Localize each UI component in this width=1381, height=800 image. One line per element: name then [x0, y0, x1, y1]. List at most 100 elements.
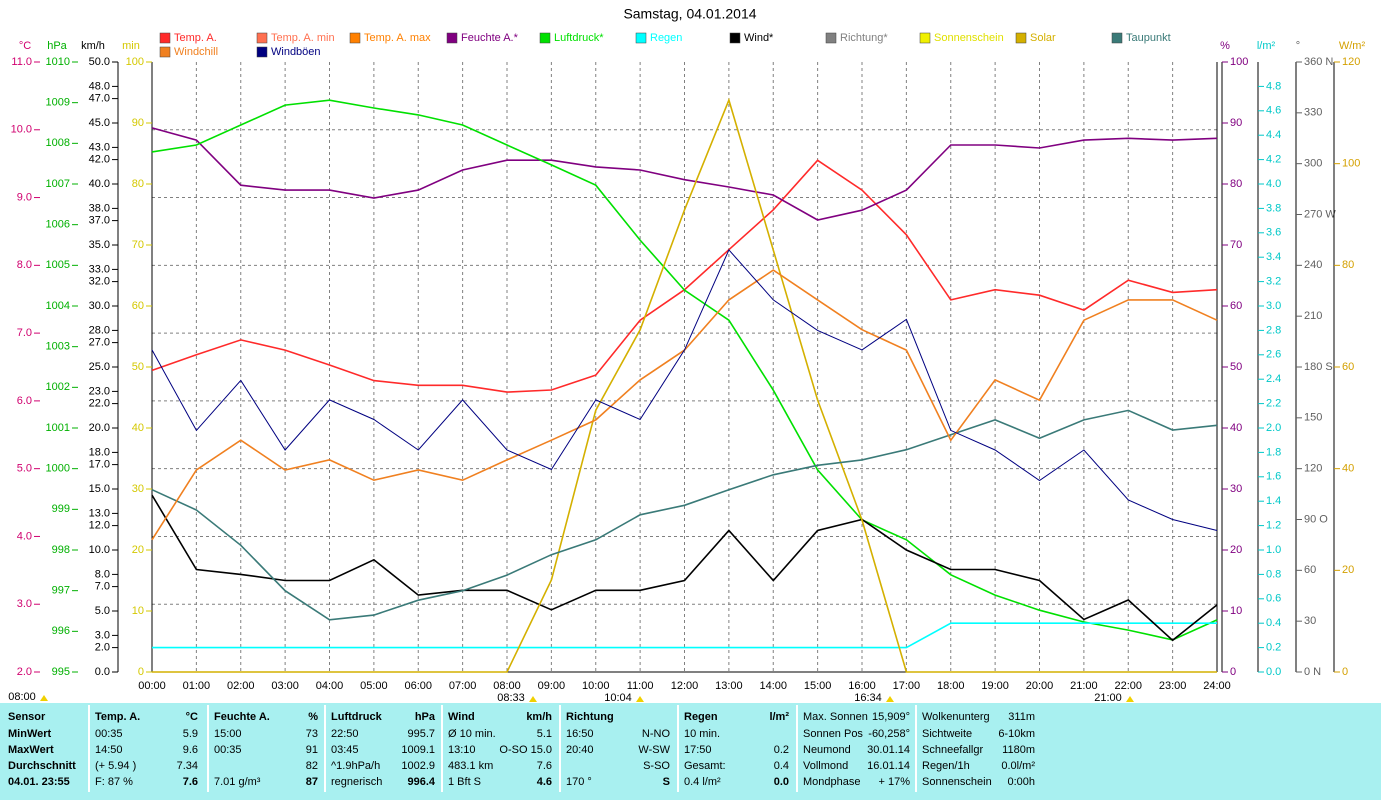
legend-label: Richtung* — [840, 32, 888, 44]
sun-marker — [1126, 696, 1134, 702]
y-tick-label: 0.0 — [1266, 666, 1281, 678]
x-tick-label: 22:00 — [1114, 680, 1142, 692]
x-tick-label: 12:00 — [671, 680, 699, 692]
y-tick-label: 4.0 — [1266, 178, 1281, 190]
y-tick-label: 1004 — [46, 300, 70, 312]
info-label: Max. Sonnen — [803, 711, 868, 723]
legend-label: Temp. A. min — [271, 32, 335, 44]
column-header: Wind — [448, 711, 475, 723]
x-tick-label: 08:00 — [493, 680, 521, 692]
info-label: Schneefallgr — [922, 744, 983, 756]
info-value: 15,909° — [872, 711, 910, 723]
y-tick-label: 1010 — [46, 56, 70, 68]
legend-swatch — [446, 32, 458, 44]
y-tick-label: 28.0 — [89, 324, 110, 336]
legend-label: Wind* — [744, 32, 774, 44]
y-tick-label: 120 — [1342, 56, 1360, 68]
y-tick-label: 1006 — [46, 219, 70, 231]
y-tick-label: 22.0 — [89, 398, 110, 410]
y-tick-label: 1.0 — [1266, 544, 1281, 556]
cell-value: 5.1 — [537, 728, 552, 740]
y-tick-label: 1003 — [46, 341, 70, 353]
legend-swatch — [159, 46, 171, 58]
y-tick-label: 40 — [132, 422, 144, 434]
x-tick-label: 05:00 — [360, 680, 388, 692]
x-tick-label: 03:00 — [271, 680, 299, 692]
x-tick-label: 23:00 — [1159, 680, 1187, 692]
y-tick-label: 2.4 — [1266, 373, 1281, 385]
y-tick-label: 3.6 — [1266, 227, 1281, 239]
y-tick-label: 4.0 — [17, 530, 32, 542]
cell-value: N-NO — [642, 728, 671, 740]
y-tick-label: 7.0 — [17, 327, 32, 339]
cell-text: 03:45 — [331, 744, 359, 756]
x-tick-label: 19:00 — [981, 680, 1009, 692]
y-tick-label: 37.0 — [89, 215, 110, 227]
info-label: Sichtweite — [922, 728, 972, 740]
y-tick-label: 2.0 — [95, 642, 110, 654]
cell-value: 0.2 — [774, 744, 789, 756]
column-unit: km/h — [526, 711, 552, 723]
axis-unit: °C — [19, 40, 31, 52]
y-tick-label: 15.0 — [89, 483, 110, 495]
x-tick-label: 20:00 — [1026, 680, 1054, 692]
sun-marker — [636, 696, 644, 702]
info-value: 311m — [1008, 711, 1035, 723]
series-line — [151, 99, 1218, 641]
y-tick-label: 40 — [1342, 463, 1354, 475]
y-tick-label: 997 — [52, 585, 70, 597]
y-tick-label: 0.0 — [95, 666, 110, 678]
y-tick-label: 43.0 — [89, 141, 110, 153]
y-tick-label: 0.2 — [1266, 642, 1281, 654]
y-tick-label: 1009 — [46, 97, 70, 109]
y-tick-label: 0 — [1230, 666, 1236, 678]
y-tick-label: 1.2 — [1266, 520, 1281, 532]
cell-value: 7.34 — [177, 760, 198, 772]
cell-text: 13:10 — [448, 744, 476, 756]
y-tick-label: 0 — [138, 666, 144, 678]
column-header: Regen — [684, 711, 718, 723]
legend-label: Temp. A. — [174, 32, 217, 44]
y-tick-label: 1007 — [46, 178, 70, 190]
legend-swatch — [635, 32, 647, 44]
info-value: 0.0l/m² — [1001, 760, 1035, 772]
y-tick-label: 1001 — [46, 422, 70, 434]
y-tick-label: 0.8 — [1266, 568, 1281, 580]
y-tick-label: 50.0 — [89, 56, 110, 68]
y-tick-label: 50 — [1230, 361, 1242, 373]
x-tick-label: 18:00 — [937, 680, 965, 692]
column-header: Luftdruck — [331, 711, 383, 723]
x-tick-label: 14:00 — [759, 680, 787, 692]
legend-label: Luftdruck* — [554, 32, 604, 44]
y-tick-label: 30 — [1304, 615, 1316, 627]
y-tick-label: 0.6 — [1266, 593, 1281, 605]
y-tick-label: 80 — [1230, 178, 1242, 190]
y-tick-label: 10.0 — [11, 124, 32, 136]
cell-text: 10 min. — [684, 728, 720, 740]
x-tick-label: 00:00 — [138, 680, 166, 692]
y-tick-label: 30 — [1230, 483, 1242, 495]
y-tick-label: 3.0 — [1266, 300, 1281, 312]
y-tick-label: 270 W — [1304, 208, 1336, 220]
y-tick-label: 1.4 — [1266, 495, 1281, 507]
y-tick-label: 6.0 — [17, 395, 32, 407]
y-tick-label: 1005 — [46, 259, 70, 271]
y-tick-label: 996 — [52, 625, 70, 637]
row-label: MinWert — [8, 728, 52, 740]
y-tick-label: 45.0 — [89, 117, 110, 129]
axis-unit: ° — [1296, 40, 1300, 52]
y-tick-label: 60 — [132, 300, 144, 312]
cell-text: 22:50 — [331, 728, 359, 740]
cell-value: 7.6 — [537, 760, 552, 772]
y-tick-label: 60 — [1342, 361, 1354, 373]
legend-label: Solar — [1030, 32, 1056, 44]
info-label: Vollmond — [803, 760, 848, 772]
y-tick-label: 60 — [1304, 564, 1316, 576]
cell-text: 00:35 — [95, 728, 123, 740]
x-tick-label: 21:00 — [1070, 680, 1098, 692]
legend-swatch — [825, 32, 837, 44]
legend-label: Feuchte A.* — [461, 32, 519, 44]
cell-text: 1 Bft S — [448, 776, 481, 788]
legend-swatch — [539, 32, 551, 44]
